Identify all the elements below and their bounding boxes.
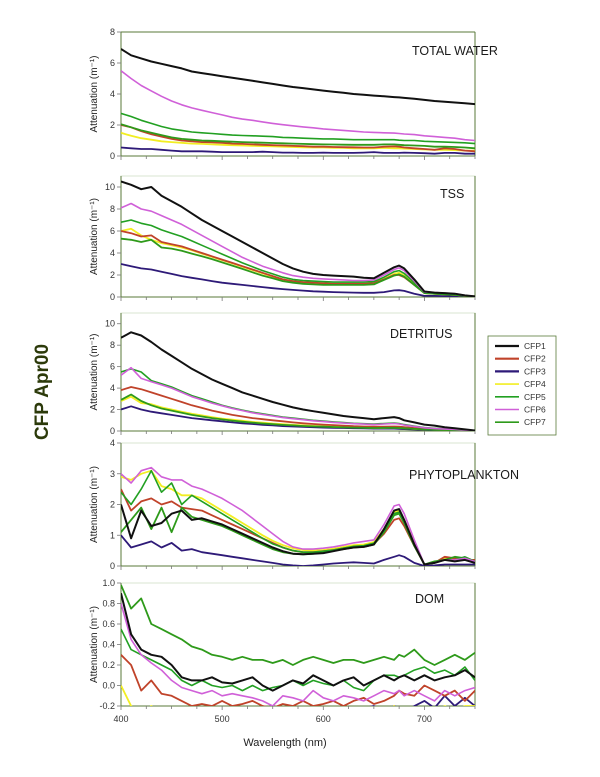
panel-title: TSS <box>440 187 464 201</box>
panel-detritus: 0 2 4 6 8 10 Attenuation (m⁻¹) DETRITUS <box>89 312 476 436</box>
y-tick-label: 3 <box>110 469 115 479</box>
series-line-cfp1 <box>121 593 475 692</box>
series-line-cfp1 <box>121 331 475 431</box>
y-tick-label: 8 <box>110 340 115 350</box>
series-line-cfp5 <box>121 112 475 145</box>
y-tick-label: 2 <box>110 270 115 280</box>
y-tick-label: 0 <box>110 426 115 436</box>
panel-title: TOTAL WATER <box>412 44 498 58</box>
series-line-cfp1 <box>121 180 475 297</box>
y-tick-label: 0 <box>110 151 115 161</box>
y-axis-label: Attenuation (m⁻¹) <box>89 334 100 411</box>
y-tick-label: 2 <box>110 500 115 510</box>
y-tick-label: 0.0 <box>102 681 115 691</box>
series-line-cfp1 <box>121 504 475 566</box>
series-line-cfp3 <box>121 534 475 566</box>
legend-label: CFP1 <box>524 341 546 351</box>
y-tick-label: 0.4 <box>102 640 115 650</box>
panel-dom: -0.2 0.0 0.2 0.4 0.6 0.8 1.0 Attenuation (m⁻¹) D… <box>89 578 476 724</box>
legend-label: CFP6 <box>524 405 546 415</box>
panel-phytoplankton: 0 1 2 3 4 Attenuation (m⁻¹) PHYTOPLANKTON <box>89 438 519 571</box>
series-group <box>121 331 475 431</box>
legend-item-cfp2: CFP2 <box>495 354 546 364</box>
panel-title: PHYTOPLANKTON <box>409 468 519 482</box>
suptitle-group: CFP Apr00 <box>32 344 53 440</box>
y-tick-label: 4 <box>110 383 115 393</box>
y-tick-label: 2 <box>110 405 115 415</box>
series-group <box>121 48 475 155</box>
y-axis-label: Attenuation (m⁻¹) <box>89 606 100 683</box>
series-line-cfp7 <box>121 584 475 666</box>
y-axis-label: Attenuation (m⁻¹) <box>89 466 100 543</box>
y-tick-label: 1 <box>110 530 115 540</box>
legend: CFP1 CFP2 CFP3 CFP4 CFP5 CFP6 CFP7 <box>487 335 557 436</box>
legend-label: CFP2 <box>524 354 546 364</box>
y-tick-label: 0 <box>110 561 115 571</box>
y-tick-label: 10 <box>105 182 115 192</box>
y-tick-label: 6 <box>110 226 115 236</box>
y-tick-label: 4 <box>110 248 115 258</box>
series-line-cfp2 <box>121 124 475 153</box>
y-tick-label: 4 <box>110 89 115 99</box>
y-tick-label: 8 <box>110 27 115 37</box>
series-group <box>121 584 475 706</box>
panel-title: DOM <box>415 592 444 606</box>
series-line-cfp6 <box>121 70 475 142</box>
plot-area <box>120 175 476 298</box>
series-line-cfp6 <box>121 466 475 566</box>
y-tick-label: 0 <box>110 292 115 302</box>
y-tick-label: 0.8 <box>102 599 115 609</box>
panel-tss: 0 2 4 6 8 10 Attenuation (m⁻¹) TSS <box>89 175 476 302</box>
y-tick-label: 6 <box>110 58 115 68</box>
suptitle: CFP Apr00 <box>32 344 53 440</box>
legend-label: CFP7 <box>524 417 546 427</box>
y-tick-label: 10 <box>105 319 115 329</box>
series-line-cfp7 <box>121 393 475 431</box>
legend-label: CFP3 <box>524 366 546 376</box>
series-line-cfp7 <box>121 123 475 150</box>
legend-label: CFP5 <box>524 392 546 402</box>
y-tick-label: 8 <box>110 204 115 214</box>
series-group <box>121 180 475 297</box>
y-tick-label: 2 <box>110 120 115 130</box>
panel-title: DETRITUS <box>390 327 453 341</box>
legend-item-cfp4: CFP4 <box>495 379 546 389</box>
series-line-cfp5 <box>121 628 475 692</box>
series-line-cfp3 <box>121 263 475 297</box>
series-line-cfp1 <box>121 48 475 106</box>
legend-item-cfp6: CFP6 <box>495 405 546 415</box>
series-line-cfp3 <box>121 146 475 155</box>
series-line-cfp6 <box>121 603 475 706</box>
y-tick-label: -0.2 <box>99 701 115 711</box>
y-tick-label: 0.6 <box>102 619 115 629</box>
y-tick-label: 0.2 <box>102 660 115 670</box>
series-line-cfp6 <box>121 202 475 297</box>
x-tick-label: 600 <box>316 714 331 724</box>
legend-label: CFP4 <box>524 379 546 389</box>
legend-item-cfp3: CFP3 <box>495 366 546 376</box>
legend-item-cfp1: CFP1 <box>495 341 546 351</box>
series-line-cfp7 <box>121 237 475 297</box>
legend-item-cfp7: CFP7 <box>495 417 546 427</box>
legend-box <box>487 335 557 436</box>
series-group <box>121 466 475 566</box>
y-tick-label: 1.0 <box>102 578 115 588</box>
x-axis-label: Wavelength (nm) <box>243 737 326 749</box>
x-tick-label: 500 <box>215 714 230 724</box>
x-tick-label: 700 <box>417 714 432 724</box>
y-tick-label: 4 <box>110 438 115 448</box>
panel-total-water: 0 2 4 6 8 Attenuation (m⁻¹) TOTAL WATER <box>89 27 498 161</box>
y-tick-label: 6 <box>110 362 115 372</box>
y-axis-label: Attenuation (m⁻¹) <box>89 56 100 133</box>
x-tick-label: 400 <box>113 714 128 724</box>
series-line-cfp6 <box>121 366 475 431</box>
y-axis-label: Attenuation (m⁻¹) <box>89 198 100 275</box>
legend-item-cfp5: CFP5 <box>495 392 546 402</box>
series-line-cfp5 <box>121 219 475 297</box>
